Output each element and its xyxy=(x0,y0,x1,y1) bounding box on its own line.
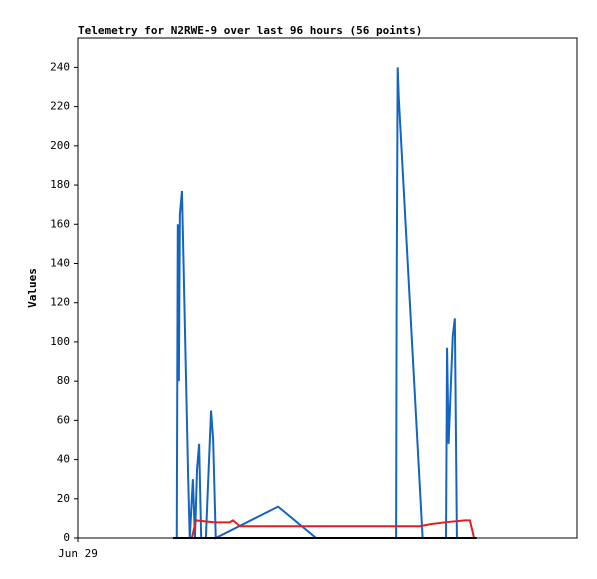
x-tick-label: Jun 29 xyxy=(58,547,98,560)
y-axis-label: Values xyxy=(26,268,39,308)
plot-frame xyxy=(77,37,578,539)
y-tick-label: 80 xyxy=(57,374,70,387)
series-line xyxy=(190,519,476,539)
y-tick-label: 160 xyxy=(50,217,70,230)
series-line xyxy=(175,67,458,540)
y-tick-label: 220 xyxy=(50,100,70,113)
y-tick-label: 20 xyxy=(57,492,70,505)
y-tick-label: 120 xyxy=(50,296,70,309)
y-tick-label: 0 xyxy=(63,531,70,544)
y-tick-label: 200 xyxy=(50,139,70,152)
y-tick-label: 140 xyxy=(50,256,70,269)
y-tick-label: 40 xyxy=(57,453,70,466)
y-tick-label: 60 xyxy=(57,413,70,426)
y-tick-label: 240 xyxy=(50,60,70,73)
chart-title: Telemetry for N2RWE-9 over last 96 hours… xyxy=(78,24,422,37)
y-tick-label: 180 xyxy=(50,178,70,191)
y-tick-label: 100 xyxy=(50,335,70,348)
